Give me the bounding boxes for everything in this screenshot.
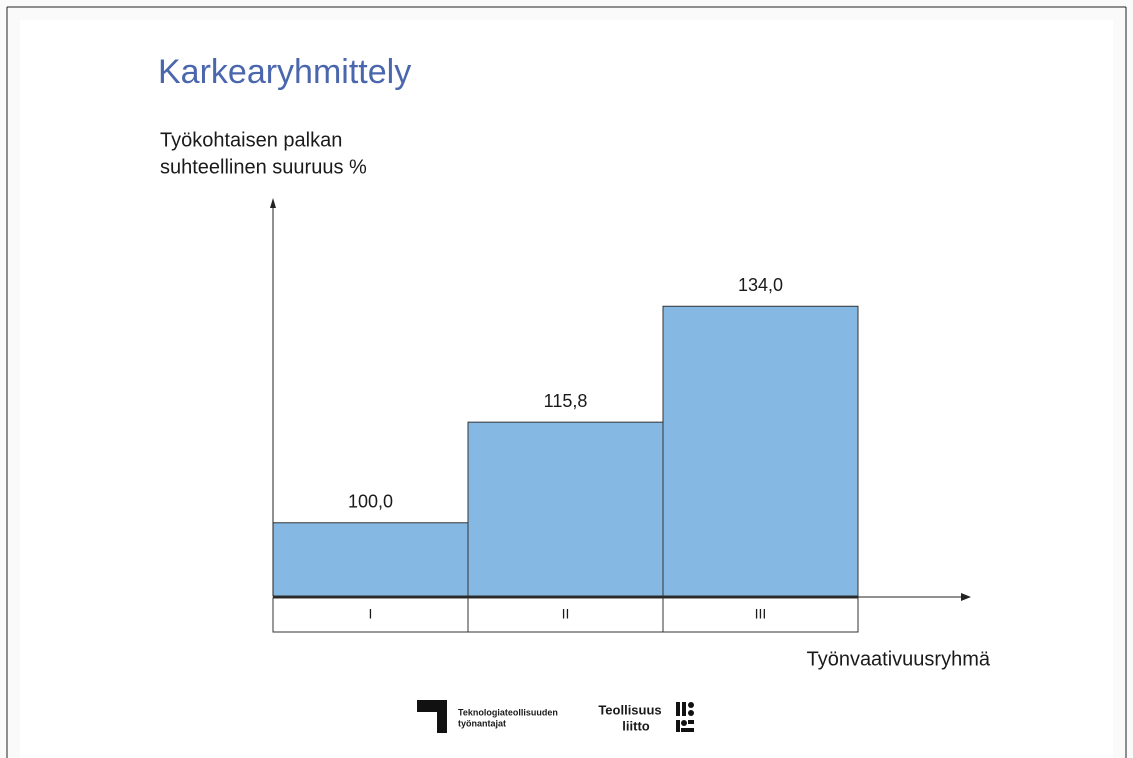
- value-label: 100,0: [348, 492, 393, 512]
- category-box: [467, 597, 664, 633]
- slide-panel: [20, 20, 1113, 758]
- x-axis-label: Työnvaativuusryhmä: [807, 648, 991, 670]
- value-label: 134,0: [738, 275, 783, 295]
- category-box: [662, 597, 859, 633]
- logo-icon: [676, 702, 694, 732]
- y-axis-label: Työkohtaisen palkan: [160, 129, 342, 151]
- logo-text: Teollisuus: [598, 702, 661, 717]
- x-tick-label: II: [562, 606, 570, 622]
- bar: [272, 522, 469, 597]
- logo-icon: [417, 700, 447, 733]
- value-label: 115,8: [544, 391, 588, 411]
- x-axis-arrow: [961, 593, 971, 601]
- logo-text: liitto: [622, 718, 649, 733]
- logo-right: Teollisuus liitto: [598, 702, 694, 733]
- bar: [467, 421, 664, 597]
- logo-text: Teknologiateollisuuden: [458, 707, 558, 717]
- y-axis-label: suhteellinen suuruus %: [160, 156, 367, 178]
- x-tick-label: I: [369, 606, 373, 622]
- y-axis-arrow: [270, 198, 276, 208]
- chart-title: Karkearyhmittely: [158, 53, 411, 91]
- x-tick-label: III: [755, 606, 767, 622]
- category-box: [272, 597, 469, 633]
- logo-left: Teknologiateollisuuden työnantajat: [417, 700, 558, 733]
- bar: [662, 305, 859, 597]
- logo-text: työnantajat: [458, 718, 506, 728]
